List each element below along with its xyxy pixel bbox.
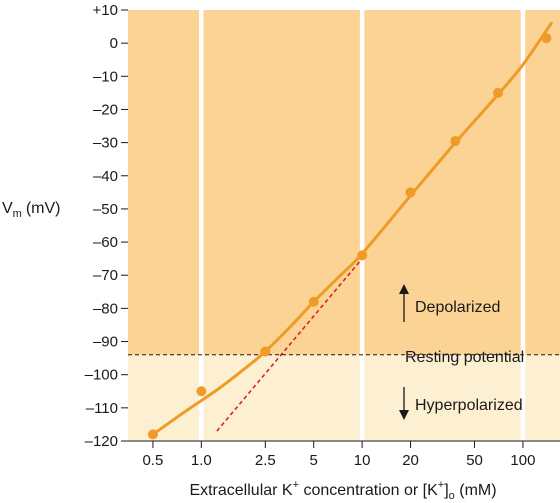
up-arrow-head-icon: [399, 284, 409, 294]
x-tick-label: 100: [510, 452, 535, 469]
nernst-line: [216, 258, 363, 432]
y-axis: +10 0 –10 –20 –30 –40 –50 –60 –70 –80 –90 –100 –110 –…: [85, 2, 128, 450]
fit-curve-path: [151, 21, 553, 436]
y-tick-label: –50: [93, 201, 118, 218]
data-point-4: [357, 250, 368, 261]
hyperpolarized-annotation: Hyperpolarized: [399, 387, 523, 420]
x-tick-label: 20: [402, 452, 419, 469]
resting-potential-label: Resting potential: [405, 349, 524, 366]
y-tick-label: –40: [93, 168, 118, 185]
data-point-7: [493, 87, 504, 98]
y-tick-label: –80: [93, 300, 118, 317]
depolarized-label: Depolarized: [415, 299, 500, 316]
x-axis-label: Extracellular K+ concentration or [K+]o …: [189, 479, 496, 502]
y-tick-label: –30: [93, 135, 118, 152]
y-tick-label: –120: [85, 433, 118, 450]
y-tick-label: –60: [93, 234, 118, 251]
y-tick-label: 0: [110, 35, 118, 52]
x-tick-label: 5: [310, 452, 318, 469]
x-tick-label: 0.5: [142, 452, 163, 469]
data-points: [147, 33, 552, 440]
x-axis: 0.5 1.0 2.5 5 10 20 50 100: [128, 440, 560, 469]
x-tick-label: 1.0: [191, 452, 212, 469]
down-arrow-head-icon: [399, 410, 409, 420]
y-tick-label: –10: [93, 68, 118, 85]
fit-curve: [151, 21, 553, 436]
y-tick-label: +10: [93, 2, 118, 19]
depolarized-annotation: Depolarized: [399, 284, 500, 322]
data-point-5: [405, 187, 416, 198]
data-point-3: [308, 296, 319, 307]
y-tick-label: –90: [93, 334, 118, 351]
data-point-2: [260, 346, 271, 357]
y-tick-label: –20: [93, 101, 118, 118]
x-tick-label: 2.5: [255, 452, 276, 469]
y-tick-label: –110: [86, 400, 118, 417]
vertical-gridlines: [199, 10, 526, 441]
nernst-prediction-line: [216, 258, 363, 432]
hyperpolarized-label: Hyperpolarized: [415, 397, 523, 414]
y-tick-label: –70: [93, 267, 118, 284]
x-tick-label: 50: [466, 452, 483, 469]
data-point-0: [147, 429, 158, 440]
data-point-6: [450, 135, 461, 146]
y-axis-label: Vm (mV): [2, 200, 61, 220]
data-point-8: [541, 33, 552, 44]
x-tick-label: 10: [354, 452, 371, 469]
y-tick-label: –100: [85, 367, 118, 384]
data-point-1: [196, 386, 207, 397]
